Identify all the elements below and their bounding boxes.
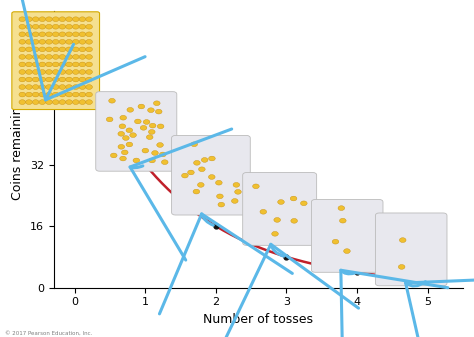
X-axis label: Number of tosses: Number of tosses <box>203 313 313 326</box>
Text: © 2017 Pearson Education, Inc.: © 2017 Pearson Education, Inc. <box>5 330 92 335</box>
Y-axis label: Coins remaining: Coins remaining <box>11 99 24 200</box>
